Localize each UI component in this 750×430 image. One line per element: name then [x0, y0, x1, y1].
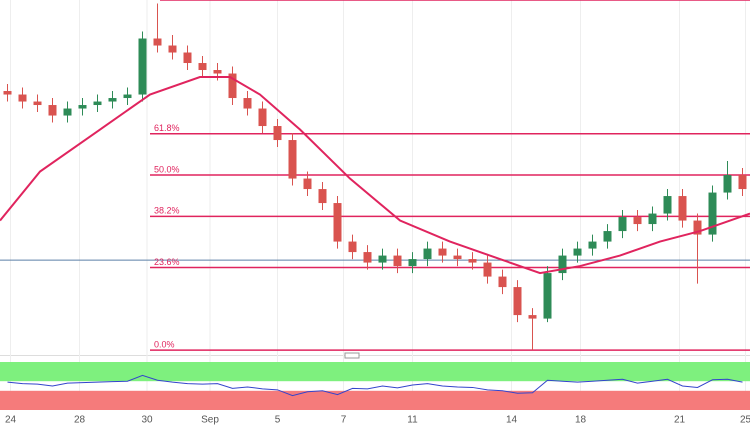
- candle-body: [318, 189, 327, 204]
- rsi-oversold-zone: [0, 390, 750, 410]
- x-tick-label: 11: [407, 415, 418, 426]
- candle-body: [138, 38, 147, 95]
- candle-body: [348, 241, 357, 253]
- x-tick-label: 5: [275, 415, 281, 426]
- candle-body: [378, 255, 387, 263]
- fib-label: 61.8%: [154, 123, 180, 133]
- candle-body: [393, 255, 402, 267]
- candle-body: [183, 52, 192, 64]
- candle-body: [663, 196, 672, 214]
- candle-body: [708, 192, 717, 235]
- candle-body: [408, 259, 417, 267]
- candle-body: [738, 175, 747, 190]
- x-tick-label: 30: [141, 415, 153, 426]
- moving-average: [0, 76, 750, 275]
- candle-body: [513, 287, 522, 316]
- candle-body: [363, 252, 372, 263]
- fib-label: 38.2%: [154, 206, 180, 216]
- rsi-overbought-zone: [0, 362, 750, 382]
- candle-body: [198, 63, 207, 71]
- candle-body: [633, 217, 642, 225]
- candle-body: [243, 98, 252, 109]
- candle-body: [288, 140, 297, 179]
- fib-label: 23.6%: [154, 257, 180, 267]
- candle-body: [648, 213, 657, 225]
- candle-body: [483, 262, 492, 277]
- candle-body: [213, 70, 222, 74]
- candle-body: [423, 248, 432, 260]
- candle-body: [438, 248, 447, 256]
- candle-body: [498, 276, 507, 288]
- candle-body: [228, 73, 237, 99]
- x-tick-label: 14: [506, 415, 518, 426]
- candle-body: [558, 255, 567, 274]
- candle-body: [93, 101, 102, 106]
- candle-body: [168, 45, 177, 53]
- candle-body: [468, 259, 477, 263]
- fib-label: 0.0%: [154, 339, 175, 349]
- x-tick-label: 25: [740, 415, 750, 426]
- candle-body: [573, 248, 582, 256]
- resize-handle[interactable]: [344, 352, 360, 359]
- candle-body: [528, 315, 537, 319]
- x-tick-label: 24: [5, 415, 17, 426]
- candle-body: [33, 101, 42, 106]
- x-tick-label: 28: [74, 415, 86, 426]
- candle-body: [78, 105, 87, 109]
- candle-body: [678, 196, 687, 221]
- candle-body: [303, 178, 312, 190]
- candle-body: [3, 91, 12, 95]
- candle-body: [258, 108, 267, 127]
- candle-body: [123, 94, 132, 99]
- candle-body: [453, 255, 462, 260]
- x-tick-label: 7: [341, 415, 347, 426]
- candle-body: [723, 175, 732, 193]
- candle-body: [108, 98, 117, 102]
- candle-body: [48, 105, 57, 116]
- candle-body: [588, 241, 597, 249]
- candle-body: [693, 220, 702, 235]
- candle-body: [273, 126, 282, 141]
- candle-body: [618, 217, 627, 232]
- candle-body: [603, 231, 612, 242]
- candle-body: [63, 108, 72, 116]
- candle-body: [333, 203, 342, 242]
- x-tick-label: 21: [674, 415, 686, 426]
- candle-body: [543, 273, 552, 319]
- fib-label: 50.0%: [154, 164, 180, 174]
- candle-body: [18, 94, 27, 102]
- candle-body: [153, 38, 162, 46]
- rsi-line: [7, 374, 743, 397]
- x-tick-label: Sep: [201, 415, 219, 426]
- x-tick-label: 18: [575, 415, 587, 426]
